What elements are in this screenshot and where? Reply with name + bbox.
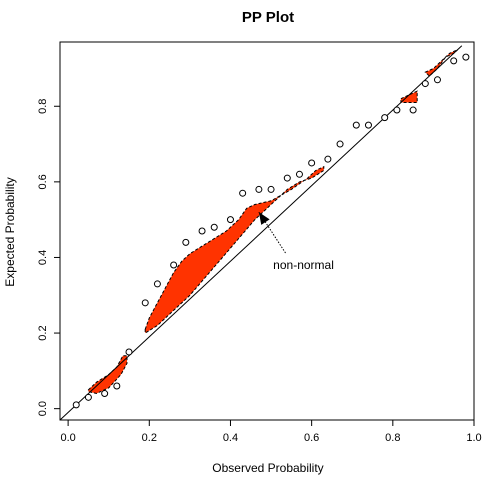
data-point-22 [364,121,372,129]
data-point-12 [226,216,234,224]
data-point-1 [72,401,80,409]
y-tick-label: 0.4 [37,250,49,265]
data-point-17 [295,170,303,178]
chart-title: PP Plot [242,9,294,26]
annotation-arrowhead [258,212,270,225]
x-tick-label: 0.4 [223,432,238,444]
data-point-29 [462,53,470,61]
data-point-24 [393,106,401,114]
data-point-15 [267,185,275,193]
data-point-6 [141,299,149,307]
y-axis: 0.0 0.2 0.4 0.6 0.8 [37,99,60,416]
x-tick-label: 0.8 [385,432,400,444]
annotation-group: non-normal [258,211,334,272]
y-tick-label: 0.0 [37,401,49,416]
data-point-2 [84,393,92,401]
data-point-10 [198,227,206,235]
data-point-26 [421,80,429,88]
data-point-21 [352,121,360,129]
data-point-8 [170,261,178,269]
shaded-region-2 [144,165,325,335]
annotation-label: non-normal [273,258,334,272]
data-point-23 [381,114,389,122]
data-point-27 [433,76,441,84]
data-point-5 [125,348,133,356]
data-point-3 [101,390,109,398]
data-point-16 [283,174,291,182]
data-point-11 [210,223,218,231]
y-tick-label: 0.6 [37,174,49,189]
data-point-7 [153,280,161,288]
data-point-4 [113,382,121,390]
plot-frame [59,41,475,421]
annotation-arrow [258,211,286,254]
x-tick-label: 0.6 [304,432,319,444]
reference-line [59,45,463,421]
data-point-20 [336,140,344,148]
y-tick-label: 0.8 [37,99,49,114]
x-axis-label: Observed Probability [212,461,323,475]
data-point-25 [409,106,417,114]
data-point-9 [182,238,190,246]
data-point-18 [308,159,316,167]
x-tick-label: 1.0 [466,432,481,444]
data-point-14 [255,185,263,193]
data-point-28 [450,57,458,65]
x-axis: 0.0 0.2 0.4 0.6 0.8 1.0 [60,420,482,444]
y-axis-label: Expected Probability [3,177,17,286]
x-tick-label: 0.0 [60,432,75,444]
data-points [72,53,470,409]
x-tick-label: 0.2 [142,432,157,444]
y-tick-label: 0.2 [37,325,49,340]
data-point-13 [239,189,247,197]
data-point-19 [324,155,332,163]
